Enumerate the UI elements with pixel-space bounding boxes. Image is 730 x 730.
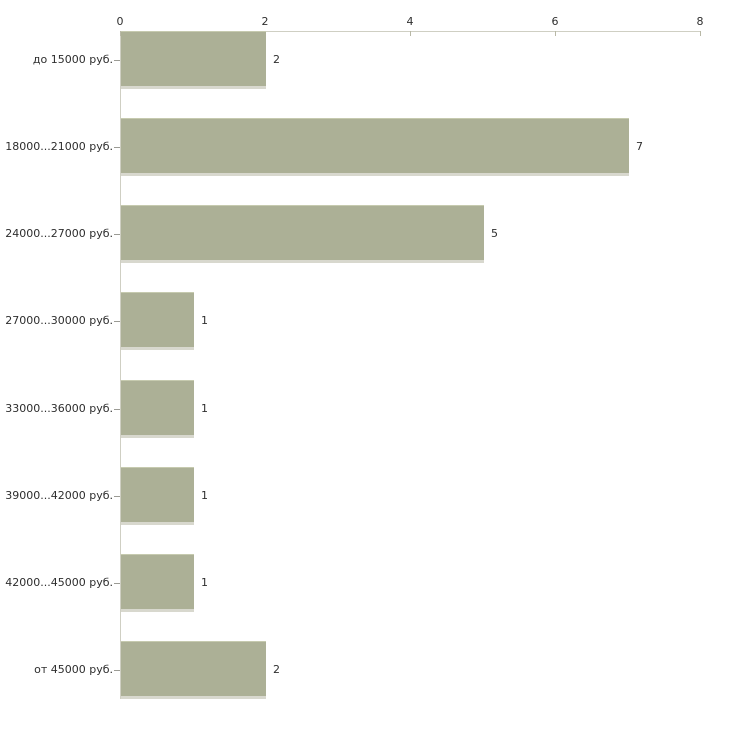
bar	[121, 31, 266, 89]
value-label: 7	[636, 140, 643, 153]
y-axis-line	[120, 31, 121, 699]
value-label: 1	[201, 314, 208, 327]
category-label: 24000...27000 руб.	[5, 227, 113, 240]
x-tick-mark	[555, 31, 556, 36]
category-label: до 15000 руб.	[32, 53, 113, 66]
category-label: 39000...42000 руб.	[5, 489, 113, 502]
category-tick-mark	[114, 60, 120, 61]
bar	[121, 118, 629, 176]
value-label: 1	[201, 576, 208, 589]
category-label: 33000...36000 руб.	[5, 402, 113, 415]
value-label: 5	[491, 227, 498, 240]
category-label: от 45000 руб.	[34, 663, 113, 676]
category-label: 18000...21000 руб.	[5, 140, 113, 153]
x-tick-label: 0	[116, 15, 124, 28]
category-tick-mark	[114, 409, 120, 410]
x-tick-label: 8	[696, 15, 704, 28]
bar	[121, 467, 194, 525]
bar	[121, 380, 194, 438]
x-tick-label: 2	[261, 15, 269, 28]
category-tick-mark	[114, 147, 120, 148]
x-tick-mark	[120, 31, 121, 36]
category-label: 27000...30000 руб.	[5, 314, 113, 327]
value-label: 2	[273, 663, 280, 676]
x-tick-mark	[410, 31, 411, 36]
category-tick-mark	[114, 670, 120, 671]
value-label: 1	[201, 402, 208, 415]
x-tick-label: 6	[551, 15, 559, 28]
category-tick-mark	[114, 321, 120, 322]
bar	[121, 641, 266, 699]
value-label: 1	[201, 489, 208, 502]
x-tick-label: 4	[406, 15, 414, 28]
category-tick-mark	[114, 496, 120, 497]
category-tick-mark	[114, 583, 120, 584]
value-label: 2	[273, 53, 280, 66]
bar	[121, 554, 194, 612]
x-tick-mark	[700, 31, 701, 36]
bar	[121, 292, 194, 350]
category-label: 42000...45000 руб.	[5, 576, 113, 589]
category-tick-mark	[114, 234, 120, 235]
bar	[121, 205, 484, 263]
